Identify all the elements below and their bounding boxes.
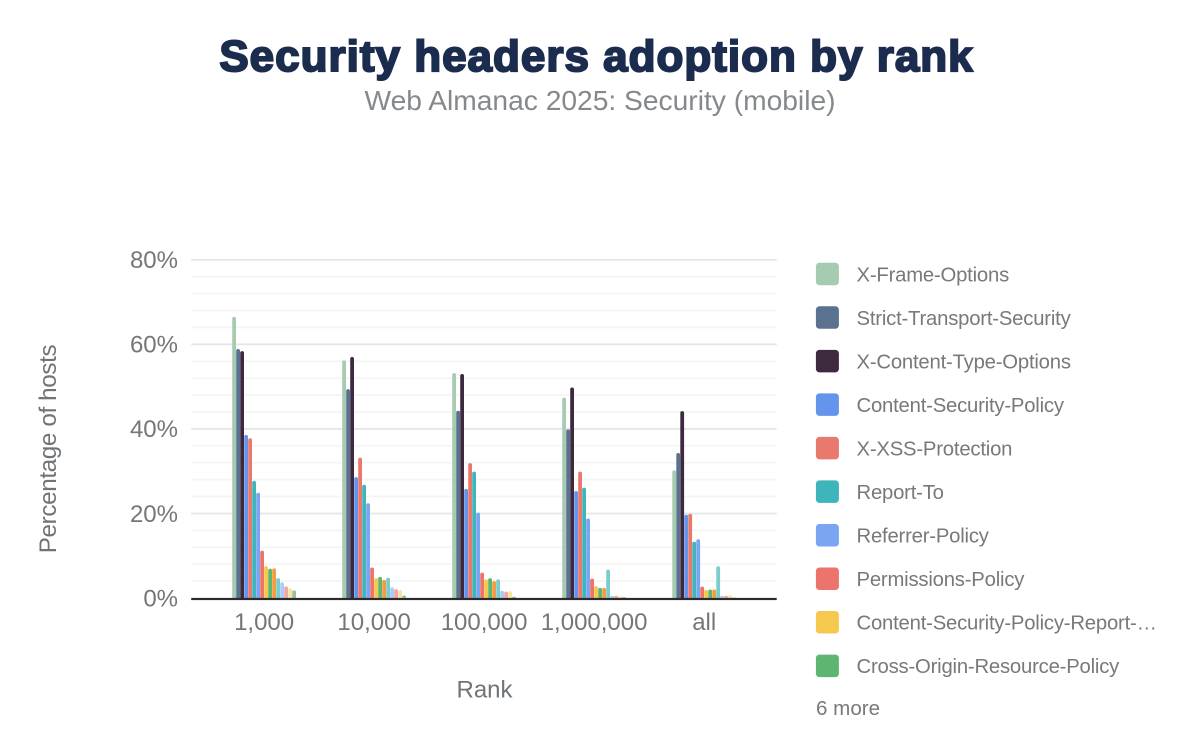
- svg-text:Rank: Rank: [456, 677, 513, 704]
- svg-text:40%: 40%: [130, 416, 178, 443]
- svg-text:Content-Security-Policy-Report: Content-Security-Policy-Report-…: [857, 613, 1157, 635]
- svg-text:Percentage of hosts: Percentage of hosts: [35, 344, 62, 553]
- svg-text:6 more: 6 more: [816, 697, 880, 720]
- svg-text:100,000: 100,000: [441, 609, 528, 636]
- svg-text:Permissions-Policy: Permissions-Policy: [857, 569, 1026, 591]
- svg-text:Cross-Origin-Resource-Policy: Cross-Origin-Resource-Policy: [857, 656, 1121, 678]
- svg-text:80%: 80%: [130, 247, 178, 274]
- svg-text:10,000: 10,000: [337, 609, 410, 636]
- svg-text:Content-Security-Policy: Content-Security-Policy: [857, 395, 1065, 417]
- svg-text:1,000,000: 1,000,000: [541, 609, 648, 636]
- svg-text:Security headers adoption by r: Security headers adoption by rank: [219, 32, 973, 81]
- svg-text:Web Almanac 2025: Security (mo: Web Almanac 2025: Security (mobile): [364, 84, 835, 116]
- svg-text:Report-To: Report-To: [857, 482, 944, 504]
- svg-text:1,000: 1,000: [234, 609, 294, 636]
- svg-text:X-Frame-Options: X-Frame-Options: [857, 264, 1010, 286]
- svg-text:0%: 0%: [143, 585, 178, 612]
- svg-text:X-Content-Type-Options: X-Content-Type-Options: [857, 352, 1071, 374]
- svg-text:20%: 20%: [130, 501, 178, 528]
- svg-text:X-XSS-Protection: X-XSS-Protection: [857, 439, 1013, 461]
- svg-text:Strict-Transport-Security: Strict-Transport-Security: [857, 308, 1072, 330]
- svg-text:Referrer-Policy: Referrer-Policy: [857, 526, 990, 548]
- svg-text:60%: 60%: [130, 332, 178, 359]
- svg-text:all: all: [692, 609, 716, 636]
